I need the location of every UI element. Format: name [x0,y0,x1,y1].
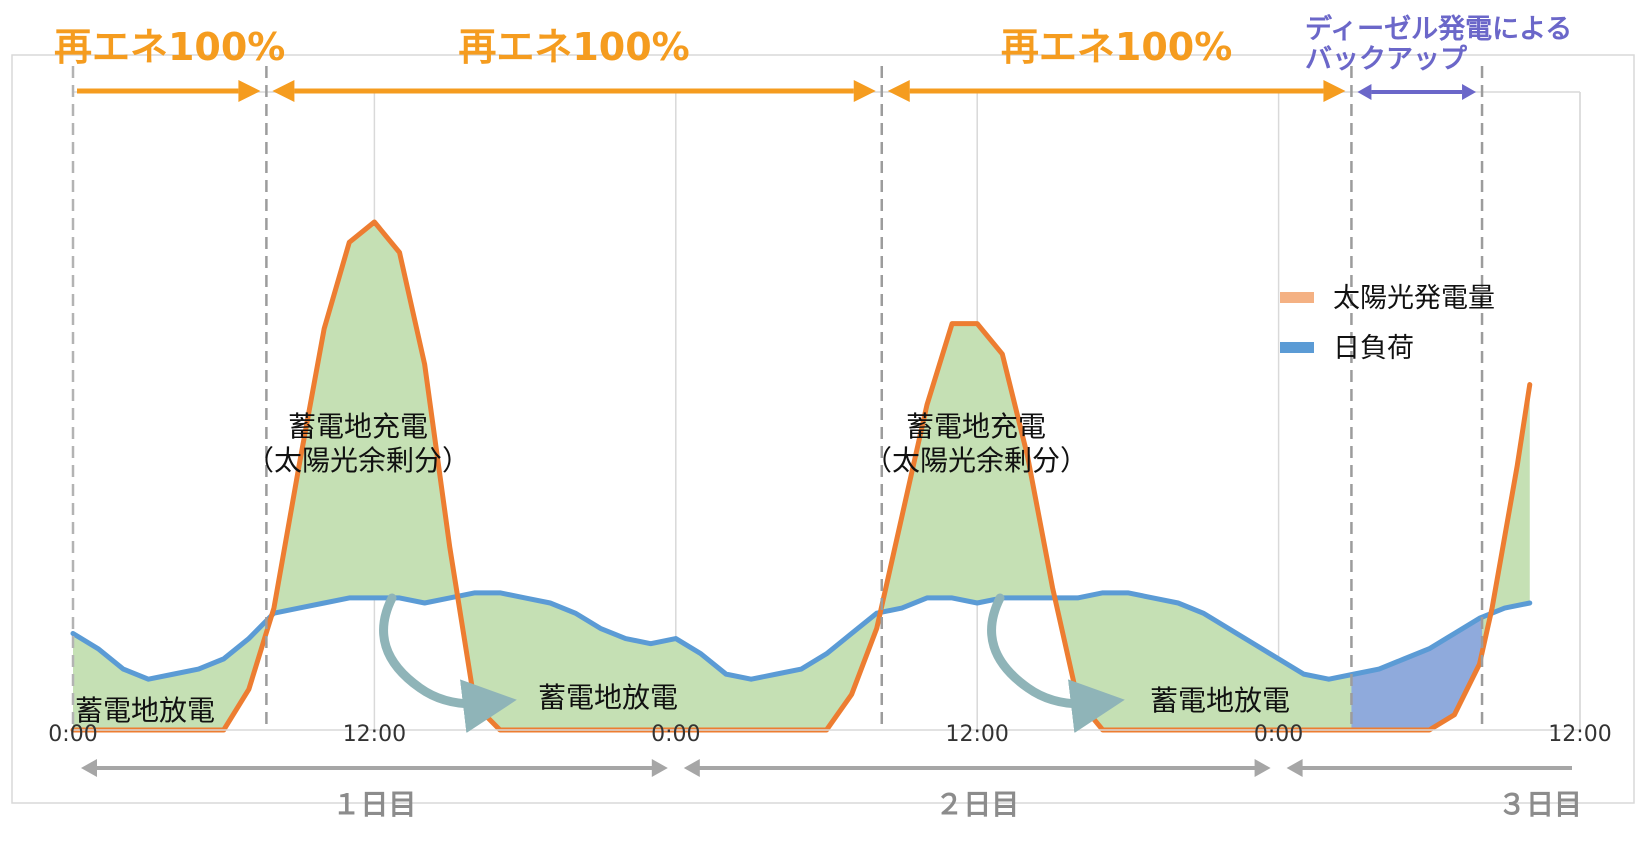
day-spans: １日目 ２日目 ３日目 [81,759,1582,821]
curved-arrow-day1 [379,593,517,733]
annotation-charge-1-line2: （太陽光余剰分） [246,444,470,477]
x-tick-label-3: 12:00 [945,722,1008,747]
legend-swatch-load [1280,342,1314,353]
annotation-charge-1-line1: 蓄電地充電 [288,410,428,443]
region-arrowhead-left-3 [1357,84,1372,100]
x-axis: 0:00 12:00 0:00 12:00 0:00 12:00 [48,722,1611,747]
annotation-discharge-1: 蓄電地放電 [538,681,678,714]
day-label-0: １日目 [332,788,416,821]
region-arrowhead-left-1 [272,80,295,102]
day-arrowhead-right-1 [1254,759,1271,777]
region-label-3-line1: ディーゼル発電による [1305,13,1572,45]
day-arrowhead-left-1 [683,759,700,777]
curved-arrow-day2 [987,593,1125,733]
region-label-0: 再エネ100% [54,25,285,69]
x-tick-label-4: 0:00 [1254,722,1303,747]
series-lines [70,219,1533,733]
annotation-discharge-2: 蓄電地放電 [1150,684,1290,717]
legend-label-solar: 太陽光発電量 [1333,283,1495,314]
region-arrowhead-right-3 [1462,84,1477,100]
x-tick-label-2: 0:00 [651,722,700,747]
x-tick-label-0: 0:00 [48,722,97,747]
series-line-solar [70,219,1533,733]
annotation-discharge-0: 蓄電地放電 [75,694,215,727]
day-arrowhead-left-2 [1286,759,1303,777]
chart-frame [11,54,1635,804]
day-label-1: ２日目 [935,788,1019,821]
region-arrowhead-right-1 [853,80,876,102]
region-label-2: 再エネ100% [1001,25,1232,69]
series-line-load [70,590,1533,682]
day-arrowhead-right-0 [651,759,668,777]
day-arrowhead-left-0 [81,759,97,777]
region-label-3-line2: バックアップ [1305,44,1468,75]
region-label-1: 再エネ100% [458,25,689,69]
legend-swatch-solar [1280,292,1314,303]
x-tick-label-5: 12:00 [1548,722,1611,747]
region-arrowhead-right-0 [238,80,261,102]
day-label-2: ３日目 [1498,788,1582,821]
annotation-charge-2-line1: 蓄電地充電 [906,410,1046,443]
x-tick-label-1: 12:00 [343,722,406,747]
region-arrowhead-left-2 [887,80,910,102]
legend-label-load: 日負荷 [1333,333,1414,364]
legend: 太陽光発電量 日負荷 [1280,283,1495,364]
region-arrowhead-right-2 [1323,80,1346,102]
diesel-backup-area [1351,617,1483,730]
annotation-charge-2-line2: （太陽光余剰分） [864,444,1088,477]
